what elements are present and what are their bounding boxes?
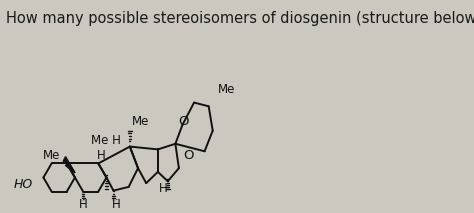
Text: HO: HO [14, 178, 33, 191]
Polygon shape [64, 157, 75, 173]
Text: O: O [183, 150, 194, 163]
Text: O: O [178, 115, 189, 128]
Text: Me: Me [42, 148, 60, 161]
Text: How many possible stereoisomers of diosgenin (structure below) are there?: How many possible stereoisomers of diosg… [6, 11, 474, 26]
Text: Ḣ: Ḣ [79, 198, 88, 211]
Polygon shape [66, 161, 75, 173]
Text: Me: Me [218, 83, 235, 96]
Text: Me: Me [132, 115, 150, 128]
Text: H: H [159, 182, 168, 195]
Text: Ḣ: Ḣ [111, 198, 120, 211]
Text: H: H [97, 150, 105, 163]
Text: Me H: Me H [91, 134, 120, 147]
